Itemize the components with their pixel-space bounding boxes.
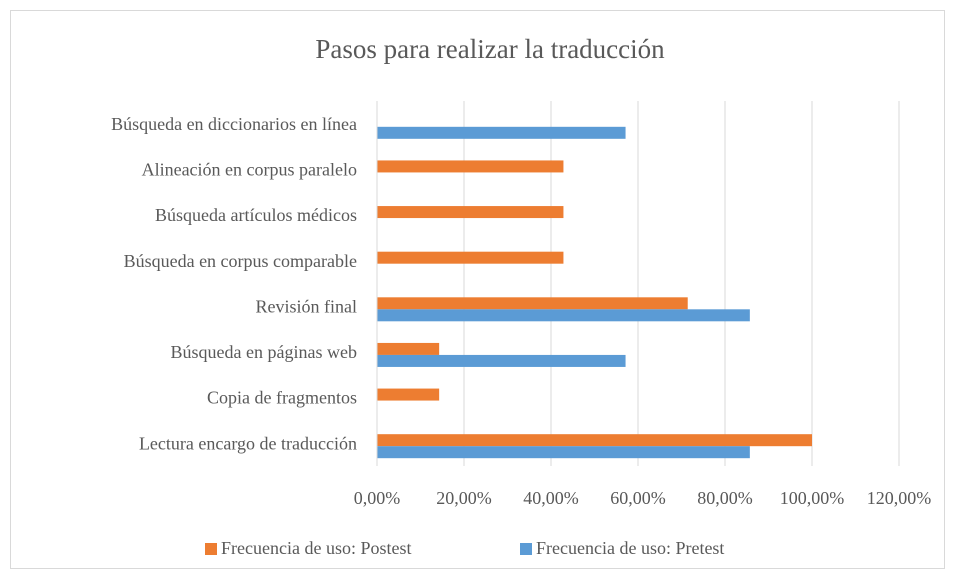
y-tick-label: Alineación en corpus paralelo	[142, 160, 357, 180]
y-tick-label: Copia de fragmentos	[207, 388, 357, 408]
x-tick-label: 120,00%	[867, 488, 932, 508]
y-tick-label: Búsqueda en diccionarios en línea	[111, 114, 357, 134]
x-tick-label: 100,00%	[780, 488, 845, 508]
x-tick-label: 40,00%	[523, 488, 579, 508]
bar	[377, 206, 564, 219]
x-tick-label: 80,00%	[697, 488, 753, 508]
bar	[377, 388, 440, 401]
bar	[377, 126, 626, 139]
bar	[377, 309, 750, 322]
bar	[377, 446, 750, 459]
legend-swatch	[205, 543, 217, 555]
x-tick-label: 20,00%	[436, 488, 492, 508]
y-tick-label: Búsqueda en corpus comparable	[124, 251, 357, 271]
y-tick-label: Lectura encargo de traducción	[139, 433, 357, 453]
bar	[377, 354, 626, 367]
bar	[377, 342, 440, 355]
chart-title: Pasos para realizar la traducción	[315, 34, 665, 64]
legend-label: Frecuencia de uso: Postest	[221, 538, 411, 558]
chart-border	[10, 10, 945, 569]
legend-label: Frecuencia de uso: Pretest	[536, 538, 724, 558]
bar	[377, 297, 688, 310]
bar	[377, 251, 564, 264]
x-tick-label: 0,00%	[354, 488, 401, 508]
bar	[377, 160, 564, 173]
bar	[377, 434, 812, 447]
y-tick-label: Búsqueda en páginas web	[171, 342, 357, 362]
legend-swatch	[520, 543, 532, 555]
x-tick-label: 60,00%	[610, 488, 666, 508]
y-tick-label: Revisión final	[256, 296, 358, 316]
y-tick-label: Búsqueda artículos médicos	[155, 205, 357, 225]
